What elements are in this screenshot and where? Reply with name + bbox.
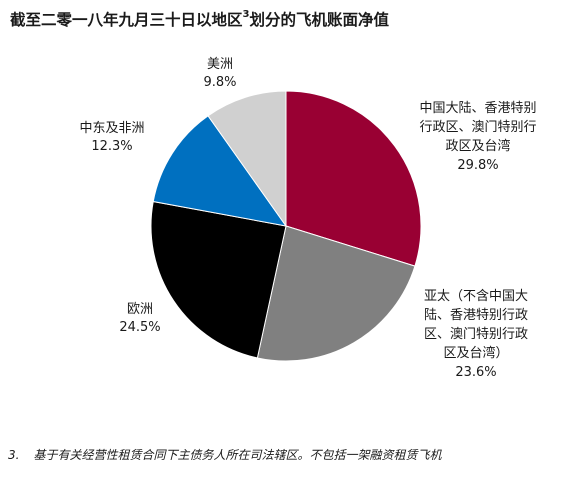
chart-title: 截至二零一八年九月三十日以地区3划分的飞机账面净值 — [10, 8, 389, 30]
pie-slice-3 — [152, 115, 288, 227]
slice-label-line: 行政区、澳门特别行 — [419, 119, 536, 135]
footnote-number: 3. — [8, 448, 20, 462]
chart-title-main: 截至二零一八年九月三十日以地区 — [10, 11, 243, 29]
slice-value-2: 24.5% — [119, 320, 160, 335]
slice-label-4: 美洲 9.8% — [203, 57, 236, 90]
chart-title-suffix: 划分的飞机账面净值 — [249, 11, 389, 29]
footnote: 3. 基于有关经营性租赁合同下主债务人所在司法辖区。不包括一架融资租赁飞机 — [8, 446, 441, 463]
slice-value-0: 29.8% — [457, 158, 498, 173]
chart-title-footnote-ref: 3 — [242, 8, 250, 20]
pie-slice-4 — [207, 90, 287, 228]
slice-label-line: 欧洲 — [127, 302, 153, 317]
slice-label-line: 区及台湾） — [443, 345, 508, 361]
slice-label-line: 区、澳门特别行政 — [424, 326, 528, 342]
pie-slice-2 — [150, 200, 287, 359]
pie-slice-1 — [256, 225, 416, 362]
slice-label-line: 政区及台湾 — [445, 138, 510, 154]
slice-value-3: 12.3% — [91, 139, 132, 154]
slice-label-line: 中国大陆、香港特别 — [419, 100, 536, 116]
slice-label-line: 中东及非洲 — [79, 121, 144, 136]
slice-label-line: 美洲 — [207, 57, 233, 72]
slice-label-3: 中东及非洲 12.3% — [79, 121, 144, 154]
slice-value-4: 9.8% — [203, 75, 236, 90]
slice-label-2: 欧洲 24.5% — [119, 302, 160, 335]
footnote-text: 基于有关经营性租赁合同下主债务人所在司法辖区。不包括一架融资租赁飞机 — [33, 448, 442, 462]
slice-label-line: 陆、香港特别行政 — [424, 307, 528, 323]
pie-slice-0 — [285, 90, 422, 267]
slice-label-line: 亚太（不含中国大 — [424, 288, 528, 304]
slice-value-1: 23.6% — [455, 365, 496, 380]
